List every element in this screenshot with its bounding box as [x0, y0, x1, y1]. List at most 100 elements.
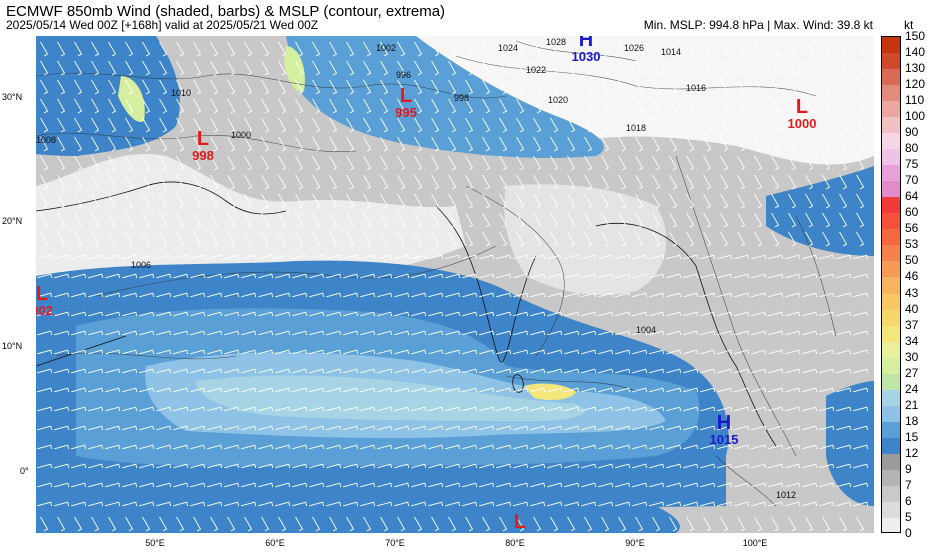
wind-barb — [397, 212, 406, 228]
wind-barb — [57, 117, 66, 133]
wind-barb — [190, 273, 206, 279]
wind-barb — [496, 254, 512, 260]
wind-barb — [496, 406, 512, 412]
wind-barb — [312, 516, 321, 532]
wind-barb — [190, 406, 206, 412]
wind-barb — [482, 516, 491, 532]
wind-barb — [295, 136, 304, 152]
low-pressure-value: 995 — [395, 105, 417, 120]
wind-barb — [754, 98, 763, 114]
wind-barb — [700, 463, 716, 469]
wind-barb — [40, 516, 49, 532]
wind-barb — [836, 387, 852, 393]
wind-barb — [295, 212, 304, 228]
wind-barb — [598, 368, 614, 374]
wind-barb — [275, 311, 291, 317]
wind-barb — [224, 368, 240, 374]
wind-barb — [839, 41, 848, 57]
wind-barb — [771, 516, 780, 532]
wind-barb — [567, 117, 576, 133]
wind-barb — [343, 368, 359, 374]
wind-barb — [122, 349, 138, 355]
wind-barb — [343, 349, 359, 355]
wind-barb — [88, 444, 104, 450]
wind-barb — [258, 254, 274, 260]
colorbar-tick-label: 75 — [905, 157, 919, 172]
wind-barb — [601, 98, 610, 114]
wind-barb — [533, 174, 542, 190]
wind-barb — [513, 330, 529, 336]
wind-barb — [516, 136, 525, 152]
wind-barb — [819, 387, 835, 393]
wind-barb — [632, 254, 648, 260]
wind-barb — [533, 60, 542, 76]
wind-barb — [717, 387, 733, 393]
wind-barb — [462, 425, 478, 431]
wind-barb — [819, 425, 835, 431]
wind-barb — [836, 501, 852, 507]
wind-barb — [71, 425, 87, 431]
wind-barb — [428, 254, 444, 260]
wind-barb — [193, 60, 202, 76]
wind-barb — [88, 482, 104, 488]
wind-barb — [717, 406, 733, 412]
wind-barb — [649, 254, 665, 260]
wind-barb — [125, 41, 134, 57]
wind-barb — [261, 155, 270, 171]
wind-barb — [411, 330, 427, 336]
wind-barb — [329, 155, 338, 171]
wind-barb — [465, 79, 474, 95]
wind-barb — [734, 273, 750, 279]
wind-barb — [159, 117, 168, 133]
wind-barb — [122, 482, 138, 488]
wind-barb — [346, 516, 355, 532]
wind-barb — [513, 387, 529, 393]
wind-barb — [734, 444, 750, 450]
wind-barb — [598, 311, 614, 317]
wind-barb — [856, 193, 865, 209]
wind-barb — [700, 330, 716, 336]
colorbar-tick-label: 40 — [905, 301, 919, 316]
wind-barb — [499, 193, 508, 209]
wind-barb — [635, 193, 644, 209]
wind-barb — [598, 330, 614, 336]
wind-barb — [224, 444, 240, 450]
wind-barb — [683, 444, 699, 450]
wind-barb — [836, 311, 852, 317]
wind-barb — [377, 501, 393, 507]
wind-barb — [584, 136, 593, 152]
wind-barb — [142, 117, 151, 133]
wind-barb — [598, 292, 614, 298]
wind-barb — [173, 368, 189, 374]
wind-barb — [227, 117, 236, 133]
wind-barb — [74, 98, 83, 114]
wind-barb — [717, 330, 733, 336]
wind-barb — [856, 79, 865, 95]
wind-barb — [615, 425, 631, 431]
wind-barb — [649, 463, 665, 469]
wind-barb — [771, 193, 780, 209]
wind-barb — [190, 463, 206, 469]
wind-barb — [839, 231, 848, 247]
wind-barb — [618, 212, 627, 228]
wind-barb — [737, 174, 746, 190]
colorbar-cell — [882, 37, 900, 54]
wind-barb — [448, 60, 457, 76]
isobar-label: 1012 — [776, 490, 797, 500]
wind-barb — [448, 174, 457, 190]
wind-barb — [581, 501, 597, 507]
wind-barb — [156, 273, 172, 279]
wind-barb — [173, 292, 189, 298]
lat-label: 0° — [20, 466, 29, 476]
wind-barb — [156, 501, 172, 507]
wind-barb — [547, 387, 563, 393]
wind-barb — [326, 368, 342, 374]
wind-barb — [683, 292, 699, 298]
wind-barb — [462, 254, 478, 260]
wind-barb — [210, 79, 219, 95]
wind-barb — [666, 387, 682, 393]
wind-barb — [329, 231, 338, 247]
wind-barb — [581, 463, 597, 469]
wind-barb — [717, 311, 733, 317]
wind-barb — [822, 60, 831, 76]
